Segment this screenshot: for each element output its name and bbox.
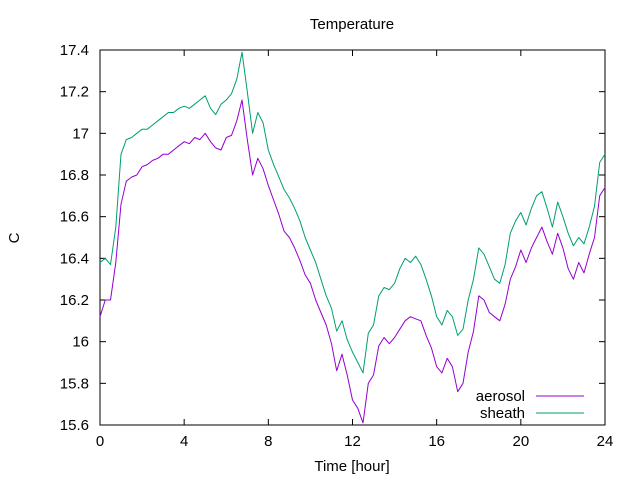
y-tick-label: 16.4 xyxy=(60,250,89,267)
x-tick-label: 8 xyxy=(264,433,272,450)
series-line-sheath xyxy=(99,51,606,374)
x-axis-label: Time [hour] xyxy=(314,458,389,475)
chart-title: Temperature xyxy=(310,16,394,33)
y-tick-label: 17.2 xyxy=(60,84,89,101)
x-tick-label: 12 xyxy=(344,433,361,450)
y-tick-label: 15.6 xyxy=(60,417,89,434)
y-tick-label: 15.8 xyxy=(60,375,89,392)
x-tick-label: 0 xyxy=(96,433,104,450)
series-line-aerosol xyxy=(99,99,606,424)
legend-label-aerosol: aerosol xyxy=(476,388,525,405)
x-tick-label: 4 xyxy=(180,433,188,450)
x-tick-label: 16 xyxy=(428,433,445,450)
y-axis-label: C xyxy=(6,232,23,243)
x-tick-label: 20 xyxy=(512,433,529,450)
y-tick-label: 16.8 xyxy=(60,167,89,184)
y-tick-label: 17.4 xyxy=(60,42,89,59)
x-tick-label: 24 xyxy=(597,433,614,450)
y-tick-label: 16 xyxy=(72,334,89,351)
y-tick-label: 16.2 xyxy=(60,292,89,309)
y-tick-label: 17 xyxy=(72,125,89,142)
y-tick-label: 16.6 xyxy=(60,209,89,226)
legend-label-sheath: sheath xyxy=(480,405,525,422)
